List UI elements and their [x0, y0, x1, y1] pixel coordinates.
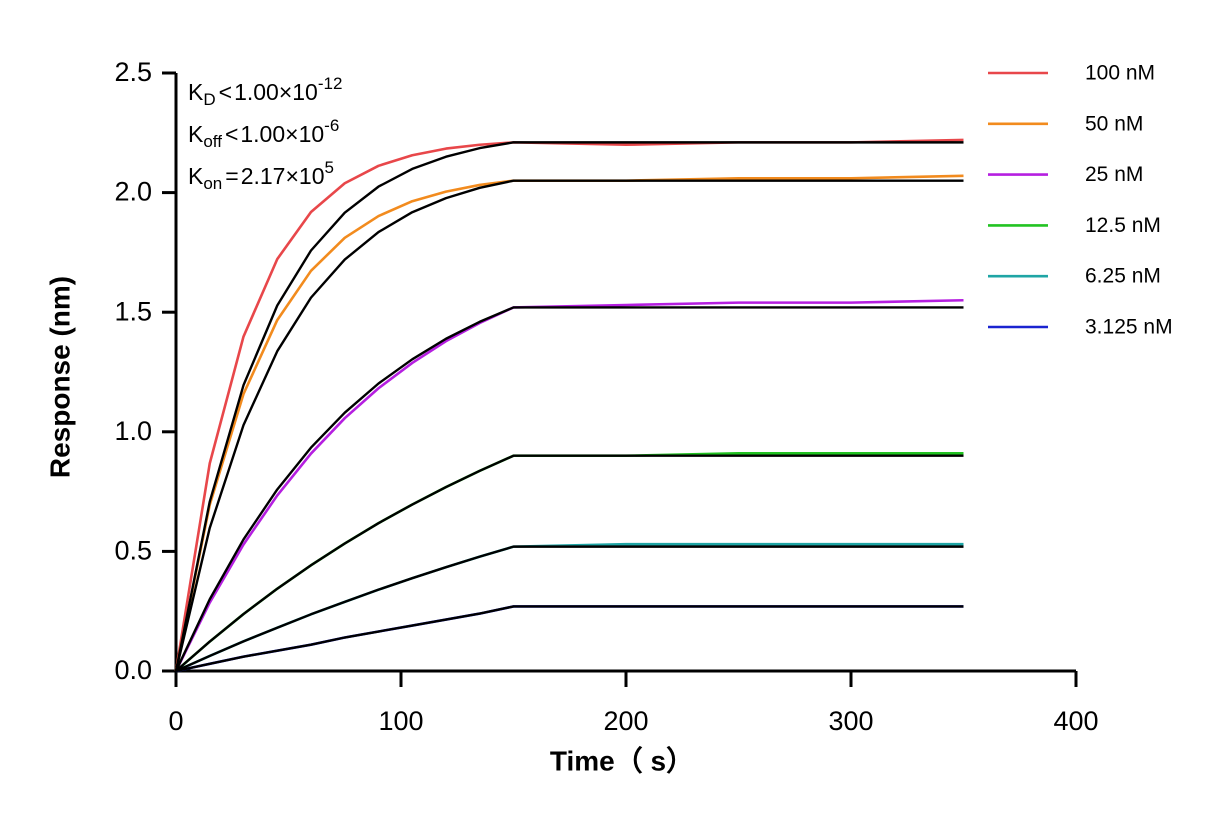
- annotation-exponent: -12: [318, 74, 343, 93]
- y-tick-label: 2.0: [114, 177, 152, 207]
- x-axis-title: Time（ s）: [550, 744, 694, 776]
- annotation-relation: <: [225, 121, 238, 147]
- x-tick-label: 300: [828, 706, 873, 736]
- annotation-symbol: K: [188, 121, 204, 147]
- legend-label: 25 nM: [1085, 163, 1143, 186]
- annotation: Koff <1.00×10-6: [188, 116, 339, 151]
- legend-label: 100 nM: [1085, 62, 1155, 85]
- annotation-mantissa: 1.00×10: [240, 121, 324, 147]
- annotation-subscript: on: [203, 174, 222, 193]
- annotation-relation: <: [219, 79, 232, 105]
- legend-label: 6.25 nM: [1085, 265, 1161, 288]
- annotation-subscript: off: [203, 132, 222, 151]
- data-line: [174, 298, 964, 672]
- annotation-exponent: -6: [324, 116, 339, 135]
- y-tick-label: 1.0: [114, 416, 152, 446]
- annotation-exponent: 5: [324, 158, 333, 177]
- annotation-relation: =: [225, 163, 238, 189]
- y-tick-label: 0.5: [114, 536, 152, 566]
- legend-label: 12.5 nM: [1085, 214, 1161, 237]
- data-line: [175, 605, 964, 673]
- fit-line: [174, 141, 964, 672]
- data-line: [174, 138, 964, 672]
- x-tick-label: 0: [168, 706, 183, 736]
- x-tick-label: 100: [378, 706, 423, 736]
- data-line: [175, 452, 964, 672]
- x-tick-label: 400: [1053, 706, 1098, 736]
- legend-label: 50 nM: [1085, 112, 1143, 135]
- annotation-symbol: K: [188, 163, 204, 189]
- annotation-mantissa: 1.00×10: [234, 79, 318, 105]
- x-tick-label: 200: [603, 706, 648, 736]
- y-tick-label: 1.5: [114, 296, 152, 326]
- legend-label: 3.125 nM: [1085, 316, 1173, 339]
- annotation-symbol: K: [188, 79, 204, 105]
- data-line: [174, 174, 964, 672]
- y-tick-label: 2.5: [114, 57, 152, 87]
- annotation-subscript: D: [203, 90, 215, 109]
- y-tick-label: 0.0: [114, 655, 152, 685]
- y-axis-title: Response (nm): [44, 276, 75, 478]
- annotation: KD <1.00×10-12: [188, 74, 342, 109]
- annotation-mantissa: 2.17×10: [241, 163, 325, 189]
- annotation: Kon =2.17×105: [188, 158, 334, 193]
- fit-line: [175, 454, 964, 672]
- fit-line: [174, 179, 964, 672]
- fit-line: [175, 545, 964, 673]
- fit-line: [174, 306, 964, 672]
- fit-line: [175, 605, 964, 673]
